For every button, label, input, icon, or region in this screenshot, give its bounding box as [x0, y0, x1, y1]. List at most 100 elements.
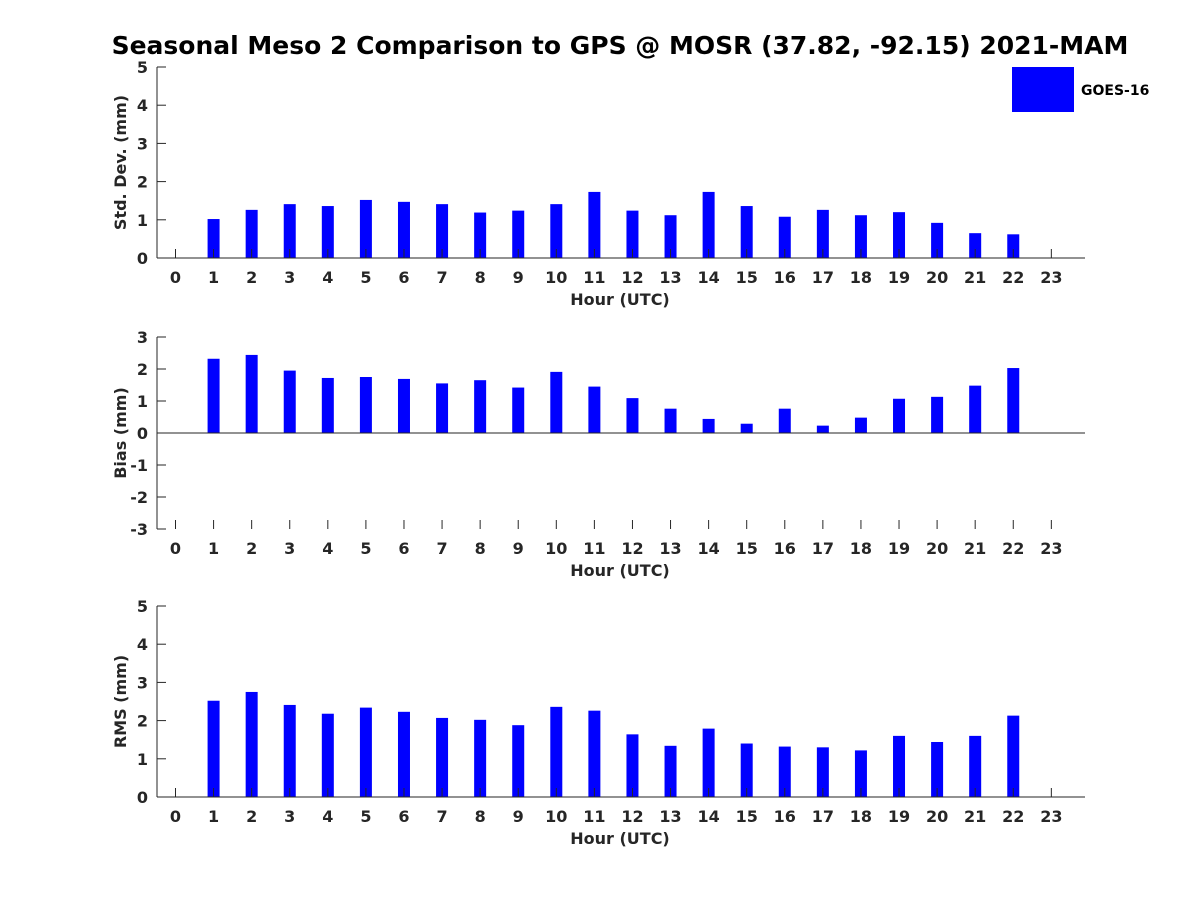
x-tick-label: 8 [475, 268, 486, 287]
x-tick-label: 20 [926, 807, 948, 826]
bar-hour-9 [512, 725, 525, 797]
x-tick-label: 19 [888, 807, 910, 826]
bar-hour-15 [740, 206, 753, 258]
x-tick-label: 9 [513, 807, 524, 826]
x-tick-label: 13 [659, 807, 681, 826]
bar-hour-6 [397, 201, 410, 258]
x-tick-label: 12 [621, 807, 643, 826]
x-tick-label: 5 [360, 268, 371, 287]
bar-hour-19 [893, 212, 906, 258]
bar-hour-13 [664, 745, 677, 797]
x-tick-label: 15 [736, 268, 758, 287]
x-axis-label: Hour (UTC) [570, 290, 670, 309]
bar-hour-1 [207, 219, 220, 258]
x-tick-label: 6 [398, 807, 409, 826]
x-tick-label: 5 [360, 807, 371, 826]
y-tick-label: -1 [130, 456, 148, 475]
x-tick-label: 12 [621, 268, 643, 287]
bar-hour-7 [436, 204, 449, 258]
y-tick-label: 2 [137, 712, 148, 731]
x-tick-label: 4 [322, 807, 333, 826]
x-tick-label: 14 [697, 268, 719, 287]
bar-hour-14 [702, 728, 715, 797]
bar-hour-2 [245, 354, 258, 433]
x-tick-label: 23 [1040, 807, 1062, 826]
bar-hour-12 [626, 734, 639, 797]
y-tick-label: 0 [137, 424, 148, 443]
x-tick-label: 22 [1002, 807, 1024, 826]
x-tick-label: 22 [1002, 539, 1024, 558]
y-tick-label: 5 [137, 597, 148, 616]
y-tick-label: 4 [137, 96, 148, 115]
x-tick-label: 4 [322, 539, 333, 558]
x-tick-label: 6 [398, 268, 409, 287]
bar-hour-19 [893, 398, 906, 433]
x-tick-label: 1 [208, 539, 219, 558]
x-tick-label: 22 [1002, 268, 1024, 287]
bar-hour-14 [702, 418, 715, 433]
x-tick-label: 23 [1040, 268, 1062, 287]
x-tick-label: 1 [208, 268, 219, 287]
bar-hour-8 [474, 380, 487, 433]
bar-hour-21 [969, 735, 982, 797]
y-tick-label: 0 [137, 249, 148, 268]
bar-hour-18 [854, 417, 867, 433]
bar-hour-21 [969, 385, 982, 433]
x-tick-label: 10 [545, 539, 567, 558]
bar-hour-5 [359, 377, 372, 433]
bar-hour-8 [474, 212, 487, 258]
x-tick-label: 13 [659, 539, 681, 558]
y-axis-label: Std. Dev. (mm) [111, 95, 130, 230]
y-tick-label: 1 [137, 211, 148, 230]
bar-hour-16 [778, 216, 791, 258]
x-tick-label: 21 [964, 807, 986, 826]
x-axis-label: Hour (UTC) [570, 829, 670, 848]
x-tick-label: 18 [850, 268, 872, 287]
x-tick-label: 11 [583, 539, 605, 558]
x-tick-label: 17 [812, 807, 834, 826]
x-tick-label: 13 [659, 268, 681, 287]
bar-hour-12 [626, 210, 639, 258]
bar-hour-1 [207, 358, 220, 433]
x-tick-label: 17 [812, 268, 834, 287]
bar-hour-22 [1007, 715, 1020, 797]
y-tick-label: 0 [137, 788, 148, 807]
bar-hour-4 [321, 206, 334, 258]
x-tick-label: 11 [583, 268, 605, 287]
x-tick-label: 5 [360, 539, 371, 558]
x-tick-label: 6 [398, 539, 409, 558]
x-tick-label: 2 [246, 807, 257, 826]
bar-hour-21 [969, 233, 982, 258]
bar-hour-4 [321, 377, 334, 433]
y-tick-label: -3 [130, 520, 148, 539]
x-tick-label: 15 [736, 539, 758, 558]
bar-hour-17 [816, 747, 829, 797]
bar-hour-20 [931, 396, 944, 433]
x-tick-label: 23 [1040, 539, 1062, 558]
x-tick-label: 7 [436, 807, 447, 826]
bar-hour-20 [931, 741, 944, 797]
y-tick-label: 4 [137, 635, 148, 654]
x-tick-label: 21 [964, 268, 986, 287]
legend-label: GOES-16 [1081, 83, 1149, 99]
y-axis-label: Bias (mm) [111, 387, 130, 479]
bar-hour-12 [626, 398, 639, 433]
bar-hour-20 [931, 222, 944, 258]
x-tick-label: 7 [436, 268, 447, 287]
x-tick-label: 8 [475, 539, 486, 558]
x-tick-label: 2 [246, 268, 257, 287]
bar-hour-6 [397, 378, 410, 433]
bar-hour-15 [740, 743, 753, 797]
bar-hour-22 [1007, 234, 1020, 258]
x-tick-label: 18 [850, 807, 872, 826]
bar-hour-11 [588, 710, 601, 797]
x-tick-label: 7 [436, 539, 447, 558]
bar-hour-7 [436, 383, 449, 433]
bar-hour-1 [207, 700, 220, 797]
x-tick-label: 15 [736, 807, 758, 826]
x-tick-label: 14 [697, 807, 719, 826]
legend: GOES-16 [1012, 67, 1149, 112]
y-tick-label: 2 [137, 173, 148, 192]
